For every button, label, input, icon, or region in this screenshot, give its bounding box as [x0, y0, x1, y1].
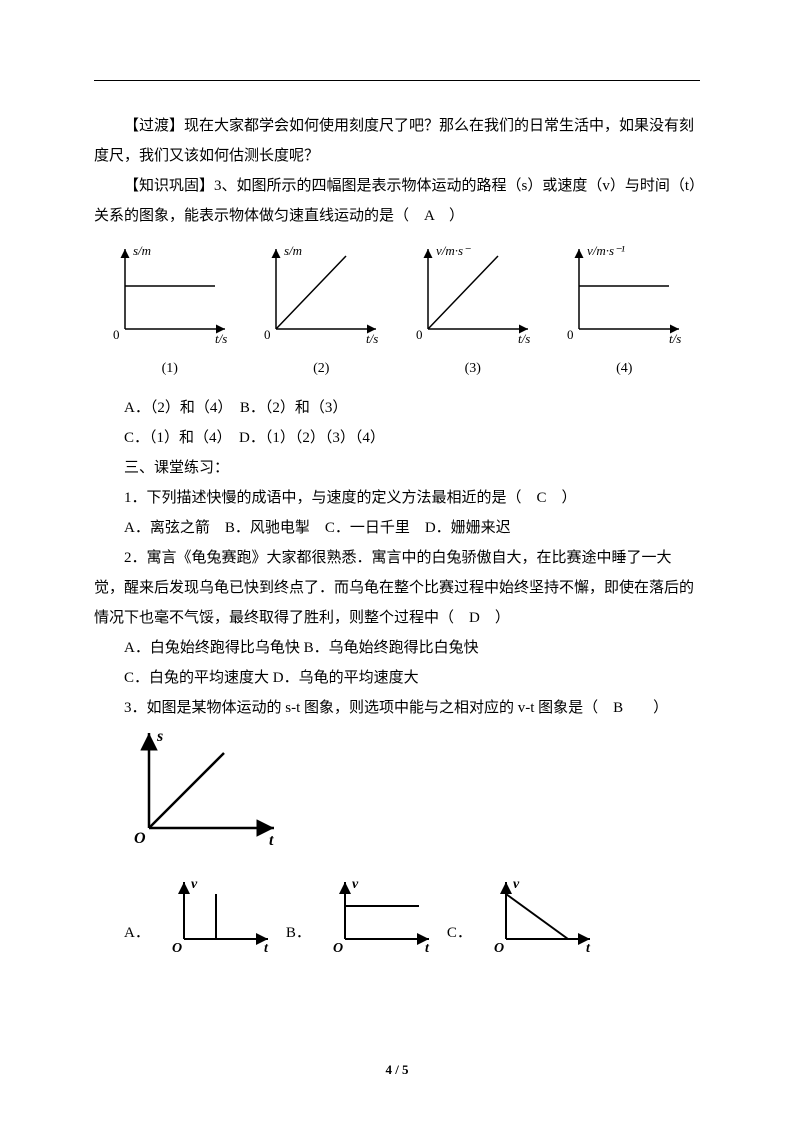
q3-small-row: A． v t O B． v t O C． v t O — [124, 874, 700, 954]
chart4-3-origin: 0 — [416, 327, 423, 342]
q3-optB-origin: O — [333, 941, 343, 954]
chart4-2-ylabel: s/m — [284, 243, 302, 258]
q3-main-xlabel: t — [269, 832, 274, 849]
chart4-4-caption: (4) — [549, 355, 701, 383]
chart4-1-origin: 0 — [113, 327, 120, 342]
q3-main-ylabel: s — [156, 728, 163, 745]
q3-optB-svg: v t O — [327, 874, 437, 954]
q3-optC-origin: O — [494, 941, 504, 954]
chart4-4-ylabel: v/m·s⁻¹ — [587, 243, 625, 258]
chart4-1-ylabel: s/m — [133, 243, 151, 258]
options4-line1: A．（2）和（4） B．（2）和（3） — [94, 393, 700, 423]
q3-optB-label: B． — [286, 918, 317, 954]
q3-optC-svg: v t O — [488, 874, 598, 954]
chart4-2-svg: s/m t/s 0 — [256, 241, 386, 351]
q3-optC-xlabel: t — [586, 941, 591, 954]
q2-stem: 2．寓言《龟兔赛跑》大家都很熟悉．寓言中的白兔骄傲自大，在比赛途中睡了一大觉，醒… — [94, 543, 700, 633]
chart4-4-xlabel: t/s — [669, 331, 681, 346]
charts4-row: s/m t/s 0 (1) s/m t/s 0 (2) v/m·s⁻ t/s 0 — [94, 241, 700, 383]
q3-main-chart: s t O — [124, 723, 700, 864]
q2-opt1: A．白兔始终跑得比乌龟快 B．乌龟始终跑得比白兔快 — [94, 633, 700, 663]
transition-text: 现在大家都学会如何使用刻度尺了吧？那么在我们的日常生活中，如果没有刻度尺，我们又… — [94, 118, 694, 164]
q1-stem: 1．下列描述快慢的成语中，与速度的定义方法最相近的是（ C ） — [94, 483, 700, 513]
chart4-2-caption: (2) — [246, 355, 398, 383]
q3-optC-label: C． — [447, 918, 478, 954]
consolidation-prefix: 【知识巩固】 — [124, 178, 214, 194]
chart4-2-origin: 0 — [264, 327, 271, 342]
chart4-3: v/m·s⁻ t/s 0 (3) — [397, 241, 549, 383]
q1-options: A．离弦之箭 B．风驰电掣 C．一日千里 D．姗姗来迟 — [94, 513, 700, 543]
chart4-3-xlabel: t/s — [518, 331, 530, 346]
chart4-1-xlabel: t/s — [215, 331, 227, 346]
chart4-1: s/m t/s 0 (1) — [94, 241, 246, 383]
transition-para: 【过渡】现在大家都学会如何使用刻度尺了吧？那么在我们的日常生活中，如果没有刻度尺… — [94, 111, 700, 171]
chart4-2-xlabel: t/s — [366, 331, 378, 346]
q2-opt2: C．白兔的平均速度大 D．乌龟的平均速度大 — [94, 663, 700, 693]
q3-main-svg: s t O — [124, 723, 284, 853]
q3-optB-ylabel: v — [352, 877, 359, 892]
q3-main-origin: O — [134, 830, 146, 847]
top-rule — [94, 80, 700, 81]
q3-optA-svg: v t O — [166, 874, 276, 954]
q3-optA-ylabel: v — [191, 877, 198, 892]
chart4-3-caption: (3) — [397, 355, 549, 383]
q3-stem: 3．如图是某物体运动的 s-t 图象，则选项中能与之相对应的 v-t 图象是（ … — [94, 693, 700, 723]
q3-optA-origin: O — [172, 941, 182, 954]
consolidation-para: 【知识巩固】3、如图所示的四幅图是表示物体运动的路程（s）或速度（v）与时间（t… — [94, 171, 700, 231]
chart4-2: s/m t/s 0 (2) — [246, 241, 398, 383]
q3-optA-xlabel: t — [264, 941, 269, 954]
chart4-1-svg: s/m t/s 0 — [105, 241, 235, 351]
chart4-1-caption: (1) — [94, 355, 246, 383]
chart4-4-svg: v/m·s⁻¹ t/s 0 — [559, 241, 689, 351]
chart4-4: v/m·s⁻¹ t/s 0 (4) — [549, 241, 701, 383]
chart4-3-ylabel: v/m·s⁻ — [436, 243, 471, 258]
page-footer: 4 / 5 — [0, 1057, 794, 1083]
q3-optA-label: A． — [124, 918, 156, 954]
options4-line2: C．（1）和（4） D．（1）（2）（3）（4） — [94, 423, 700, 453]
transition-prefix: 【过渡】 — [124, 118, 184, 134]
chart4-3-svg: v/m·s⁻ t/s 0 — [408, 241, 538, 351]
q3-optC-ylabel: v — [513, 877, 520, 892]
section3-header: 三、课堂练习： — [94, 453, 700, 483]
q3-optB-xlabel: t — [425, 941, 430, 954]
chart4-4-origin: 0 — [567, 327, 574, 342]
